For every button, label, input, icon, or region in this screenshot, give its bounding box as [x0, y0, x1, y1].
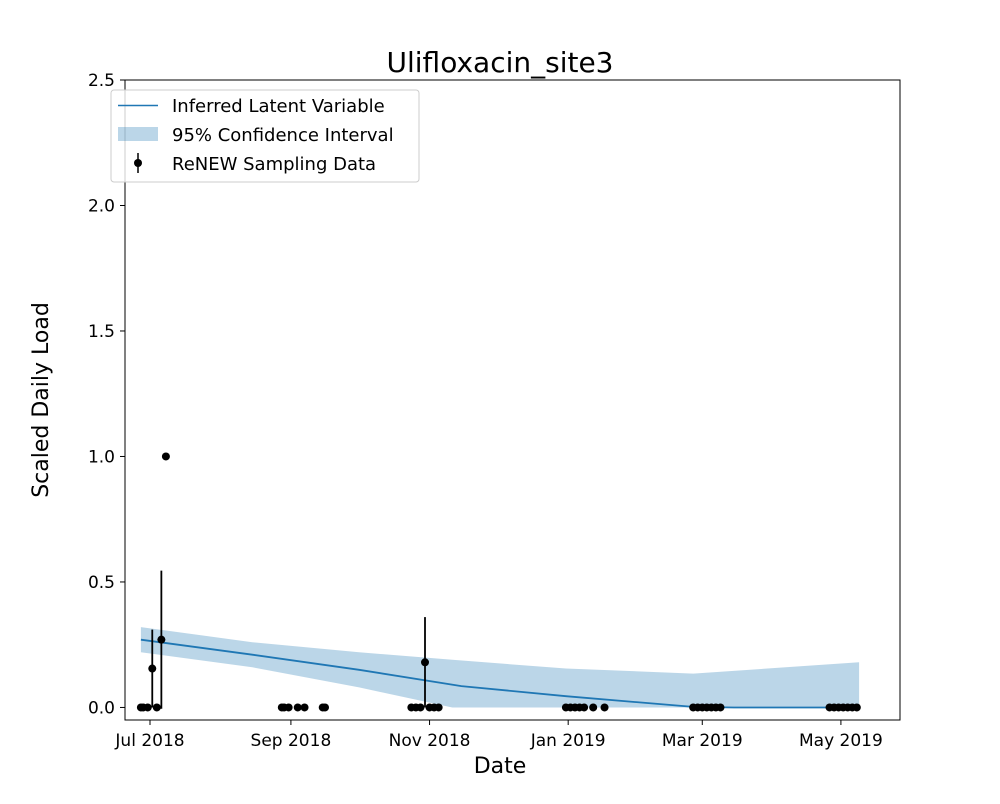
- data-point: [600, 703, 609, 712]
- legend-label-line: Inferred Latent Variable: [172, 96, 385, 117]
- y-tick-label: 2.0: [88, 196, 115, 216]
- y-tick-label: 0.5: [88, 573, 115, 593]
- x-axis-label: Date: [474, 754, 527, 779]
- data-point: [852, 703, 861, 712]
- x-tick-label: Jul 2018: [114, 731, 184, 751]
- y-tick-label: 1.5: [88, 322, 115, 342]
- data-point: [416, 703, 425, 712]
- x-tick-label: Sep 2018: [251, 731, 332, 751]
- data-point: [321, 703, 329, 712]
- data-point: [580, 703, 589, 712]
- plot-frame: [124, 79, 901, 721]
- legend: Inferred Latent Variable 95% Confidence …: [110, 89, 420, 183]
- y-tick-label: 1.0: [88, 447, 115, 467]
- x-tick-label: Mar 2019: [662, 731, 743, 751]
- latent-variable-line: [140, 638, 860, 709]
- data-point: [143, 703, 152, 712]
- data-point: [434, 703, 443, 712]
- data-point: [716, 703, 725, 712]
- legend-label-band: 95% Confidence Interval: [172, 125, 394, 146]
- y-axis-label: Scaled Daily Load: [29, 302, 54, 498]
- data-point: [300, 703, 309, 712]
- x-tick-label: Nov 2018: [389, 731, 471, 751]
- legend-band-swatch: [118, 127, 158, 141]
- legend-point-swatch: [134, 159, 142, 167]
- data-point: [293, 703, 302, 712]
- legend-label-points: ReNEW Sampling Data: [172, 154, 376, 175]
- legend-frame: [110, 89, 420, 183]
- y-tick-label: 0.0: [88, 698, 115, 718]
- data-point: [152, 703, 161, 712]
- data-point: [421, 658, 429, 667]
- data-point: [284, 703, 293, 712]
- data-point: [161, 452, 170, 461]
- x-tick-label: Jan 2019: [530, 731, 606, 751]
- axis-ticks: Jul 2018 Sep 2018 Nov 2018 Jan 2019 Mar 2019…: [88, 71, 883, 751]
- chart-title: Ulifloxacin_site3: [387, 46, 614, 79]
- confidence-band: [140, 627, 860, 708]
- x-tick-label: May 2019: [799, 731, 883, 751]
- data-point: [148, 664, 157, 673]
- y-tick-label: 2.5: [88, 71, 115, 91]
- data-point: [589, 703, 598, 712]
- plot-area: [136, 452, 861, 712]
- data-point: [157, 635, 166, 644]
